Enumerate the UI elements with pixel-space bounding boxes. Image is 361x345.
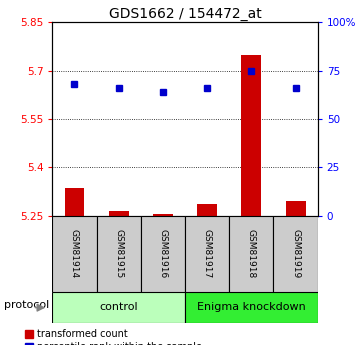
Bar	[274, 216, 318, 292]
Bar	[286, 201, 305, 216]
Bar	[229, 216, 274, 292]
Bar	[197, 204, 217, 216]
Bar	[153, 214, 173, 216]
Bar	[109, 211, 129, 216]
Bar	[185, 292, 318, 323]
Text: GSM81916: GSM81916	[158, 229, 168, 278]
Text: GSM81919: GSM81919	[291, 229, 300, 278]
Bar	[65, 188, 84, 216]
Bar	[52, 216, 97, 292]
Text: protocol: protocol	[4, 300, 49, 310]
Bar	[141, 216, 185, 292]
Title: GDS1662 / 154472_at: GDS1662 / 154472_at	[109, 7, 261, 21]
Text: control: control	[99, 302, 138, 312]
Text: Enigma knockdown: Enigma knockdown	[197, 302, 306, 312]
Bar	[97, 216, 141, 292]
Text: GSM81918: GSM81918	[247, 229, 256, 278]
Text: GSM81914: GSM81914	[70, 229, 79, 278]
Bar	[242, 55, 261, 216]
Text: GSM81915: GSM81915	[114, 229, 123, 278]
Text: GSM81917: GSM81917	[203, 229, 212, 278]
Legend: transformed count, percentile rank within the sample: transformed count, percentile rank withi…	[23, 327, 204, 345]
Bar	[52, 292, 185, 323]
Bar	[185, 216, 229, 292]
